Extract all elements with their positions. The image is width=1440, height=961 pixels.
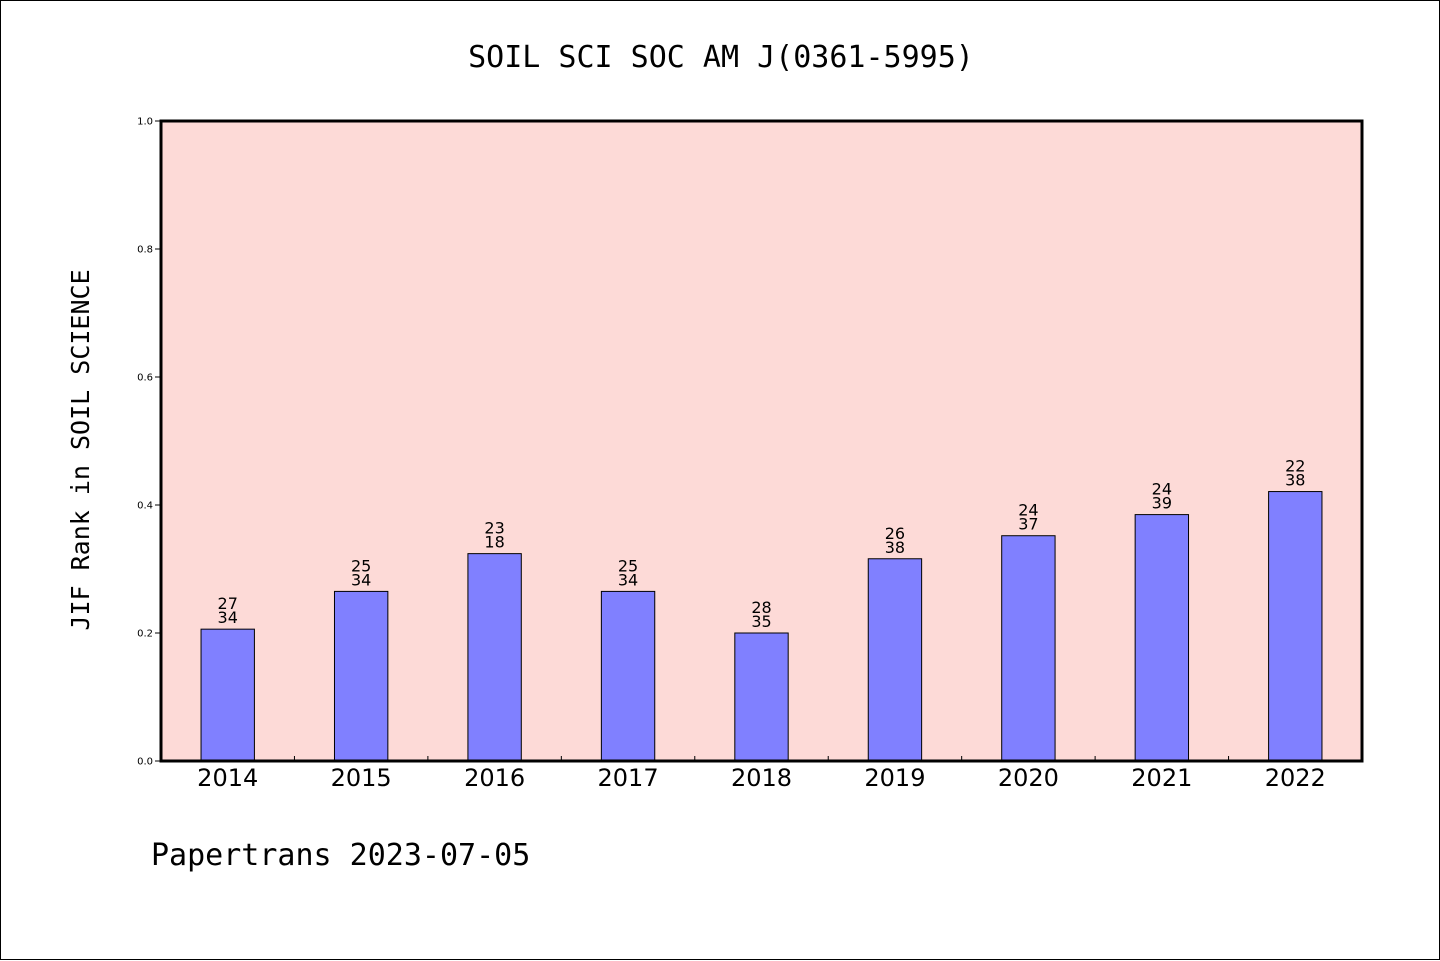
x-tick-label: 2021 bbox=[1131, 764, 1192, 792]
y-axis: 0.0 0.2 0.4 0.6 0.8 1.0 bbox=[137, 117, 161, 768]
data-label-top: 23 bbox=[484, 519, 504, 538]
y-tick-label: 0.2 bbox=[137, 629, 153, 640]
data-label-bottom: 38 bbox=[885, 538, 905, 557]
bar-2021 bbox=[1134, 514, 1190, 762]
x-tick-label: 2014 bbox=[197, 764, 258, 792]
bar-2018 bbox=[734, 632, 789, 762]
x-tick-label: 2022 bbox=[1265, 764, 1326, 792]
data-label-top: 28 bbox=[751, 598, 771, 617]
bar-2019 bbox=[867, 558, 923, 762]
data-label-bottom: 38 bbox=[1285, 471, 1305, 490]
bar-2022 bbox=[1268, 491, 1323, 762]
footer-text: Papertrans 2023-07-05 bbox=[151, 838, 530, 873]
y-tick-label: 0.4 bbox=[137, 501, 153, 512]
data-label-bottom: 37 bbox=[1018, 515, 1038, 534]
data-label-top: 27 bbox=[218, 594, 238, 613]
y-tick-label: 0.0 bbox=[137, 757, 153, 768]
data-label-top: 24 bbox=[1152, 480, 1172, 499]
x-tick-label: 2017 bbox=[598, 764, 659, 792]
bar-2014 bbox=[200, 628, 255, 762]
bars-group bbox=[200, 491, 1323, 762]
x-tick-label: 2020 bbox=[998, 764, 1059, 792]
data-label-top: 24 bbox=[1018, 501, 1038, 520]
data-label-top: 26 bbox=[885, 524, 905, 543]
bar-2015 bbox=[333, 590, 389, 762]
y-tick-label: 0.6 bbox=[137, 373, 153, 384]
chart-title: SOIL SCI SOC AM J(0361-5995) bbox=[468, 40, 974, 75]
data-label-bottom: 34 bbox=[351, 570, 371, 589]
y-axis-label: JIF Rank in SOIL SCIENCE bbox=[66, 269, 95, 630]
data-label-bottom: 34 bbox=[618, 570, 638, 589]
x-tick-label: 2016 bbox=[464, 764, 525, 792]
y-tick-label: 1.0 bbox=[137, 117, 153, 128]
y-tick-label: 0.8 bbox=[137, 245, 153, 256]
data-label-bottom: 39 bbox=[1152, 494, 1172, 513]
data-label-top: 25 bbox=[351, 556, 371, 575]
x-tick-label: 2015 bbox=[331, 764, 392, 792]
bar-2017 bbox=[600, 590, 656, 762]
x-axis: 2014 2015 2016 2017 2018 2019 2020 2021 2022 bbox=[197, 756, 1326, 792]
plot-border bbox=[159, 119, 1364, 763]
data-label-bottom: 35 bbox=[751, 612, 771, 631]
bar-2016 bbox=[467, 553, 522, 762]
x-tick-label: 2018 bbox=[731, 764, 792, 792]
bar-2020 bbox=[1001, 535, 1056, 762]
data-label-top: 22 bbox=[1285, 457, 1305, 476]
x-tick-label: 2019 bbox=[864, 764, 925, 792]
data-label-bottom: 18 bbox=[484, 533, 504, 552]
data-label-top: 25 bbox=[618, 556, 638, 575]
data-label-bottom: 34 bbox=[218, 608, 238, 627]
